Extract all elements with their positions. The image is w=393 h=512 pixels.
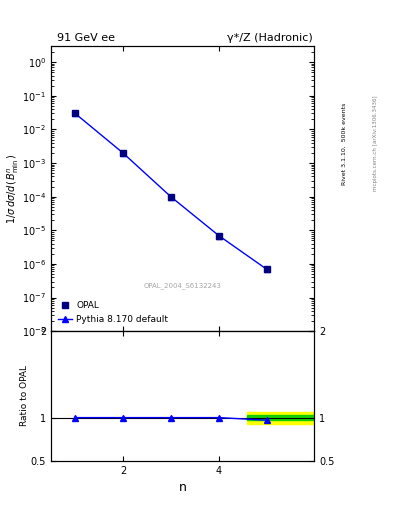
X-axis label: n: n	[179, 481, 187, 494]
OPAL	[121, 150, 125, 156]
Pythia 8.170 default	[73, 110, 77, 116]
Pythia 8.170 default	[121, 150, 125, 156]
Pythia 8.170 default	[169, 194, 173, 200]
Legend: OPAL, Pythia 8.170 default: OPAL, Pythia 8.170 default	[55, 299, 171, 327]
OPAL	[169, 194, 173, 200]
OPAL	[216, 232, 221, 239]
Line: OPAL: OPAL	[72, 111, 269, 272]
Text: 91 GeV ee: 91 GeV ee	[57, 33, 115, 44]
Line: Pythia 8.170 default: Pythia 8.170 default	[72, 111, 269, 272]
Text: Rivet 3.1.10,  500k events: Rivet 3.1.10, 500k events	[342, 102, 346, 184]
OPAL	[264, 266, 269, 272]
Bar	[247, 412, 314, 423]
OPAL	[73, 110, 77, 116]
Text: γ*/Z (Hadronic): γ*/Z (Hadronic)	[227, 33, 312, 44]
Y-axis label: $1/\sigma\,d\sigma/d(\,B^n_{\rm min}\,)$: $1/\sigma\,d\sigma/d(\,B^n_{\rm min}\,)$	[5, 153, 21, 224]
Bar	[247, 415, 314, 420]
Pythia 8.170 default	[264, 266, 269, 272]
Pythia 8.170 default	[216, 232, 221, 239]
Text: mcplots.cern.ch [arXiv:1306.3436]: mcplots.cern.ch [arXiv:1306.3436]	[373, 96, 378, 191]
Text: OPAL_2004_S6132243: OPAL_2004_S6132243	[144, 282, 222, 289]
Y-axis label: Ratio to OPAL: Ratio to OPAL	[20, 366, 29, 426]
